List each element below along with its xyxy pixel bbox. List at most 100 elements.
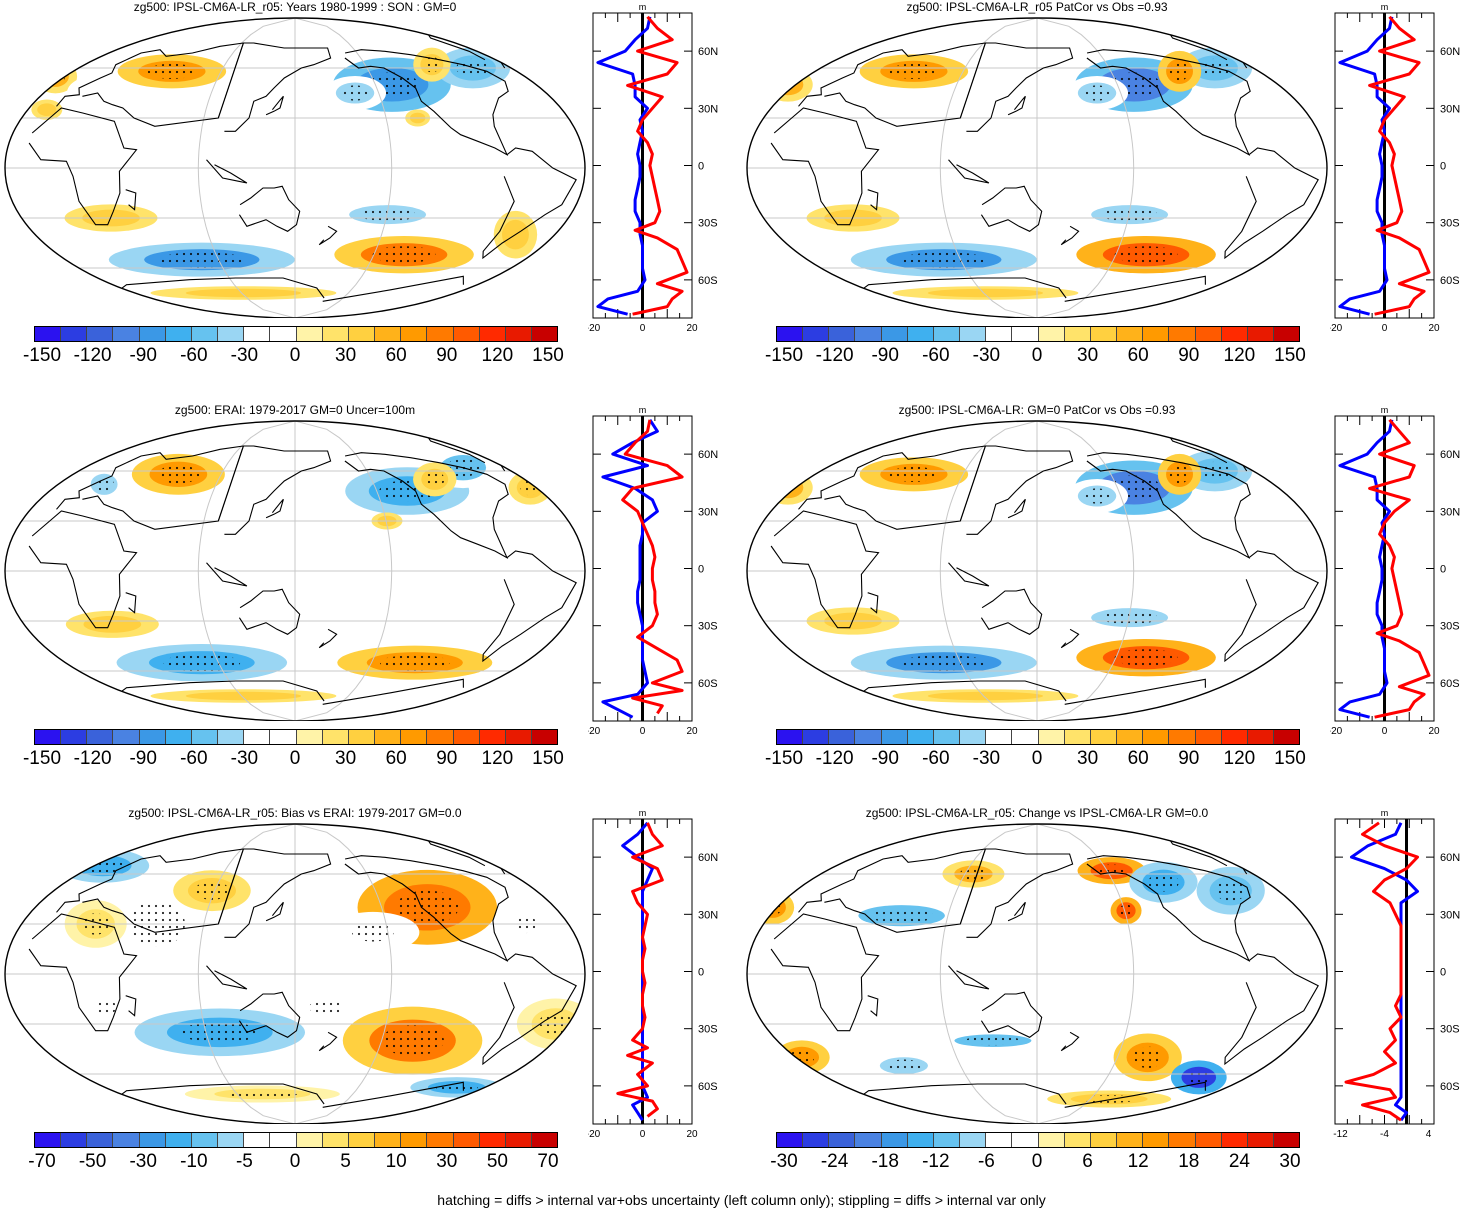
coastline [482, 550, 577, 663]
colorbar-swatch [113, 730, 140, 744]
zm-xtick-label: 20 [1428, 726, 1440, 737]
colorbar-swatch [933, 730, 961, 744]
colorbar [776, 326, 1300, 342]
world-map [746, 17, 1328, 318]
colorbar-swatch [244, 730, 271, 744]
coastline [959, 445, 1074, 535]
coastline [238, 185, 301, 232]
stippling [1186, 1069, 1212, 1085]
stippling [341, 85, 369, 101]
stippling [379, 655, 450, 671]
coastline [948, 562, 990, 587]
zm-lat-label: 30S [1440, 621, 1460, 633]
stippling [372, 246, 436, 264]
zm-unit: m [1381, 405, 1389, 415]
stippling [1083, 85, 1111, 101]
colorbar-swatch [87, 730, 114, 744]
colorbar-label: 120 [1223, 345, 1256, 366]
colorbar-swatch [191, 730, 219, 744]
stippling [1119, 904, 1134, 917]
zm-lat-label: 0 [1440, 564, 1446, 576]
anomaly-core [165, 95, 189, 108]
colorbar-swatch [348, 730, 376, 744]
anomaly-region [750, 890, 795, 925]
colorbar-swatch [1169, 1133, 1196, 1147]
colorbar-swatch [244, 1133, 271, 1147]
colorbar-label: -5 [235, 1151, 253, 1172]
stippling [1132, 1046, 1164, 1069]
colorbar-label: 60 [1127, 345, 1149, 366]
colorbar-label: -120 [815, 345, 854, 366]
zm-lat-label: 60N [1440, 852, 1460, 864]
colorbar-label: 60 [1127, 748, 1149, 769]
zm-obs-profile [1338, 16, 1394, 316]
stippling [889, 466, 939, 482]
colorbar-label: 90 [436, 345, 458, 366]
colorbar-labels: -150 -120 -90 -60 -30 0 30 60 90 120 150 [23, 345, 564, 369]
colorbar-swatch [218, 730, 245, 744]
coastline [1060, 628, 1080, 649]
colorbar-label: -30 [972, 345, 1001, 366]
anomaly-core [819, 485, 855, 507]
colorbar-labels: -150 -120 -90 -60 -30 0 30 60 90 120 150 [765, 345, 1306, 369]
colorbar-swatch [855, 1133, 882, 1147]
colorbar-swatch [165, 327, 192, 341]
stippling [424, 471, 445, 487]
coastline [798, 42, 987, 127]
colorbar-swatch [986, 1133, 1013, 1147]
colorbar-swatch [270, 730, 297, 744]
colorbar-swatch [986, 327, 1013, 341]
colorbar-label: 90 [1178, 345, 1200, 366]
colorbar-label: 6 [1082, 1151, 1093, 1172]
anomaly-core [185, 691, 302, 701]
colorbar-labels: -150 -120 -90 -60 -30 0 30 60 90 120 150 [765, 748, 1306, 772]
colorbar-swatch [1195, 1133, 1222, 1147]
zm-lat-label: 60S [1440, 678, 1460, 690]
coastline [482, 953, 577, 1066]
colorbar-label: 18 [1178, 1151, 1200, 1172]
zm-lat-label: 60S [698, 678, 718, 690]
world-map [4, 17, 586, 318]
colorbar-swatch [1143, 730, 1170, 744]
colorbar-swatch [61, 327, 88, 341]
zm-unit: m [639, 2, 647, 12]
stippling [1114, 649, 1178, 667]
colorbar-label: 150 [532, 345, 564, 366]
anomaly-core [927, 288, 1044, 298]
coastline [482, 147, 577, 260]
panel-1: zg500: IPSL-CM6A-LR_r05: Years 1980-1999… [0, 0, 741, 403]
colorbar-swatch [165, 730, 192, 744]
stippling [1215, 879, 1247, 902]
zm-unit: m [639, 808, 647, 818]
zm-xtick-label: 4 [1426, 1129, 1432, 1140]
map-border [4, 17, 586, 318]
stippling [965, 1036, 1021, 1046]
stippling [227, 1090, 298, 1098]
zm-lat-label: 60N [698, 449, 718, 461]
stippling [381, 1025, 444, 1056]
stippling [1096, 864, 1128, 877]
graticule-meridian [197, 421, 296, 721]
colorbar-label: -90 [871, 345, 899, 366]
colorbar-swatch [1090, 327, 1118, 341]
colorbar-label: 0 [289, 1151, 301, 1172]
colorbar-swatch [1143, 1133, 1170, 1147]
colorbar-label: 120 [481, 345, 514, 366]
colorbar-label: -90 [871, 748, 899, 769]
colorbar [34, 729, 558, 745]
coastline [318, 225, 338, 246]
coastline [265, 95, 284, 116]
colorbar-swatch [505, 327, 532, 341]
colorbar-swatch [1169, 327, 1196, 341]
stippling [1169, 62, 1190, 81]
map-border [4, 823, 586, 1124]
colorbar-label: 150 [1274, 748, 1306, 769]
colorbar-label: 0 [289, 748, 301, 769]
stippling [395, 890, 459, 925]
colorbar-labels: -30 -24 -18 -12 -6 0 6 12 18 24 30 [770, 1151, 1300, 1175]
coastline [56, 445, 245, 530]
panel-3: zg500: ERAI: 1979-2017 GM=0 Uncer=100m -… [0, 403, 741, 806]
colorbar-swatch [1117, 730, 1144, 744]
zm-lat-label: 0 [1440, 161, 1446, 173]
colorbar-swatch [1012, 1133, 1039, 1147]
